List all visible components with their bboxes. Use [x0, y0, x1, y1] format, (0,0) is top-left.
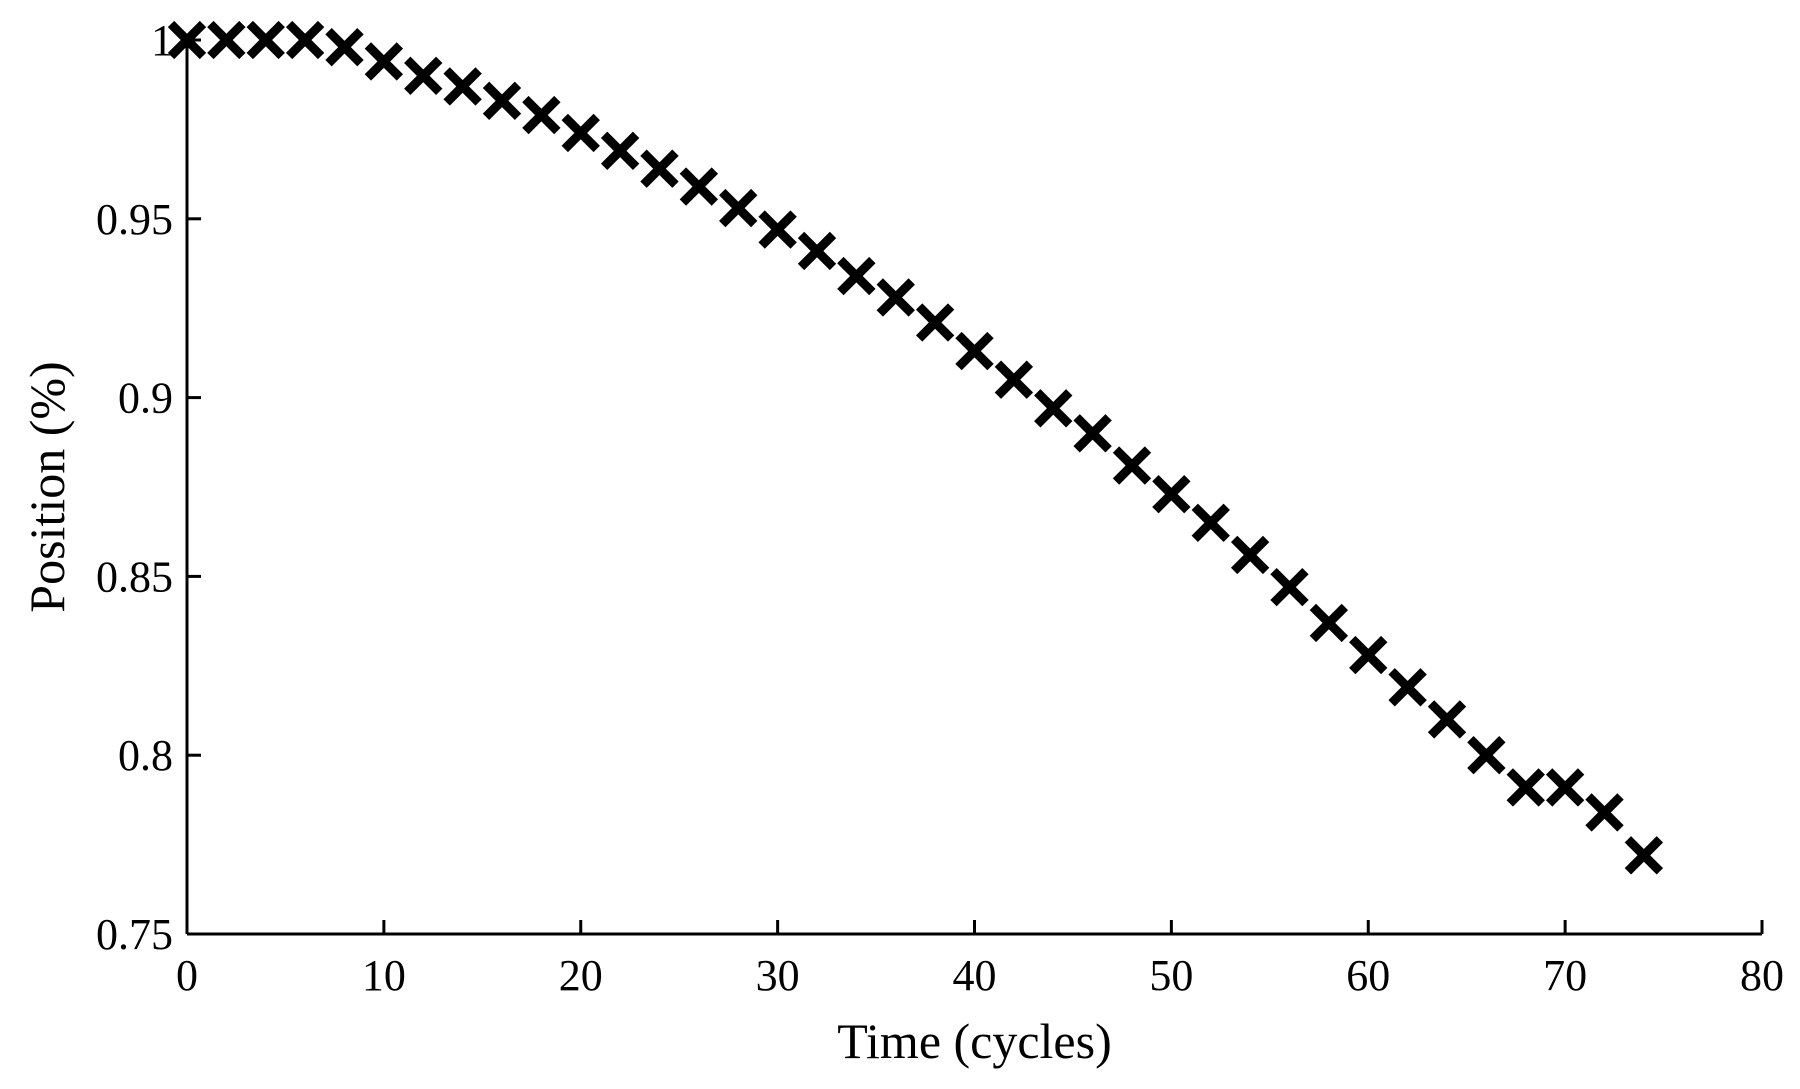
data-point: [285, 20, 325, 60]
data-point: [1073, 414, 1112, 453]
y-axis-title: Position (%): [19, 361, 75, 612]
data-point: [876, 278, 915, 317]
data-point: [1034, 389, 1073, 428]
x-tick-label: 20: [559, 951, 603, 1000]
data-point: [719, 188, 758, 228]
data-point: [1112, 446, 1152, 485]
x-tick-label: 50: [1149, 951, 1193, 1000]
data-point: [1467, 736, 1506, 775]
x-axis-title: Time (cycles): [837, 1013, 1112, 1069]
data-point: [915, 303, 955, 342]
data-point: [1152, 474, 1191, 514]
data-point: [561, 113, 600, 153]
data-point: [1585, 793, 1624, 832]
data-point: [679, 167, 719, 206]
y-tick-label: 0.95: [96, 195, 173, 244]
data-point: [1545, 768, 1585, 807]
data-point: [1624, 836, 1664, 875]
data-point: [325, 27, 364, 67]
data-point: [797, 231, 837, 271]
data-point: [443, 67, 482, 106]
data-point: [1230, 535, 1270, 575]
axes: [185, 36, 1762, 936]
y-tick-label: 0.85: [96, 552, 173, 601]
data-point: [167, 20, 207, 60]
data-point: [640, 149, 679, 188]
data-point: [994, 360, 1034, 399]
y-tick-label: 0.75: [96, 910, 173, 959]
data-point: [1191, 503, 1230, 542]
data-point: [522, 95, 561, 135]
data-point: [364, 42, 404, 81]
data-point: [482, 81, 522, 120]
data-markers: [167, 20, 1664, 875]
data-point: [955, 331, 994, 371]
x-tick-label: 10: [362, 951, 406, 1000]
data-point: [1270, 567, 1309, 607]
x-tick-label: 60: [1346, 951, 1390, 1000]
y-tick-label: 0.9: [118, 374, 173, 423]
y-tick-label: 0.8: [118, 731, 173, 780]
x-tick-label: 70: [1543, 951, 1587, 1000]
data-point: [1506, 768, 1545, 807]
data-point: [600, 131, 640, 171]
data-point: [404, 56, 443, 95]
data-point: [758, 210, 797, 249]
data-point: [207, 20, 246, 60]
ticks: 0 10 20 30 40 50 60 70 80 0.75 0.8 0.85 0.9 0.95 1: [96, 16, 1784, 1000]
data-point: [1349, 635, 1388, 675]
x-tick-label: 0: [176, 951, 198, 1000]
y-tick-label: 1: [151, 16, 173, 65]
data-point: [837, 256, 876, 296]
data-point: [1388, 668, 1427, 707]
x-tick-label: 80: [1740, 951, 1784, 1000]
x-tick-label: 30: [756, 951, 800, 1000]
data-point: [246, 20, 285, 60]
data-point: [1427, 700, 1467, 739]
data-point: [1309, 603, 1349, 643]
x-tick-label: 40: [953, 951, 997, 1000]
